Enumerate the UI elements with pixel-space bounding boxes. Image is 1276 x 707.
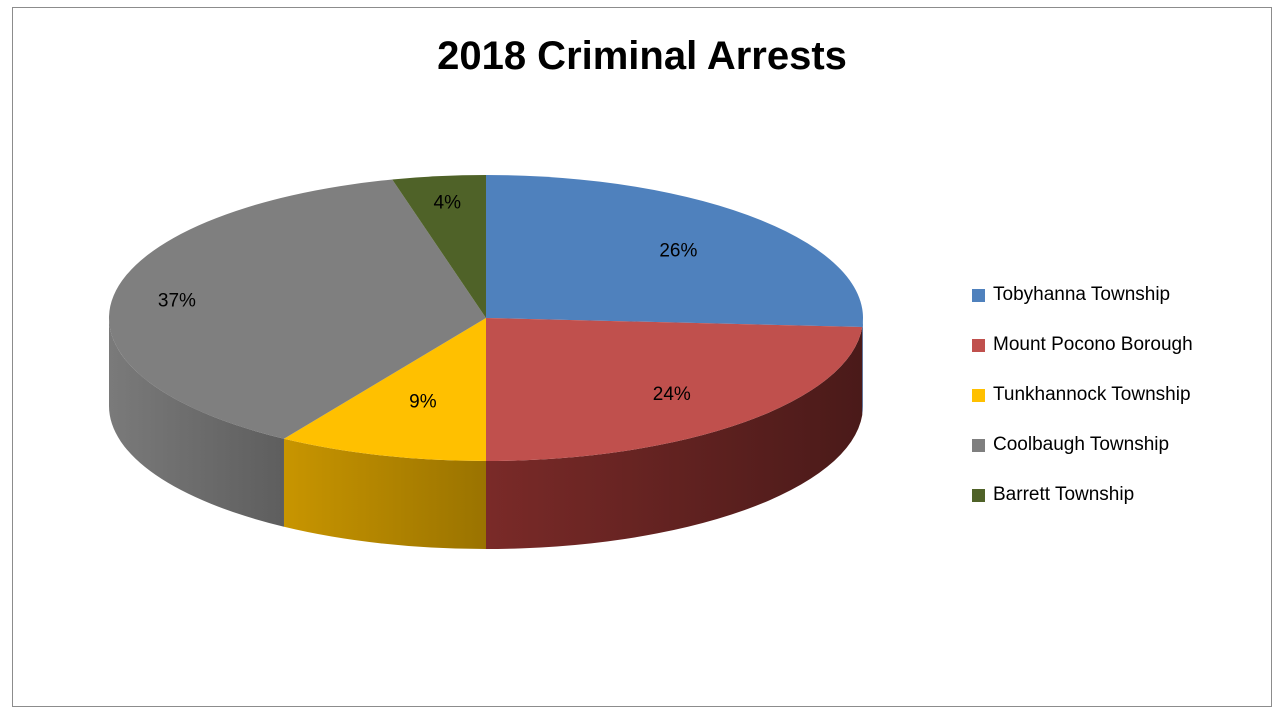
- pie-side-3: [109, 318, 284, 527]
- legend-label: Mount Pocono Borough: [993, 334, 1193, 355]
- legend-item-tobyhanna: Tobyhanna Township: [972, 283, 1272, 307]
- pie-slice-0: [486, 175, 864, 327]
- pie-data-label-3: 37%: [158, 290, 196, 311]
- pie-chart: 26% 24% 9% 37% 4%: [108, 175, 864, 549]
- pie-data-label-0: 26%: [659, 240, 697, 261]
- legend-label: Tunkhannock Township: [993, 384, 1191, 405]
- legend-item-tunkhannock: Tunkhannock Township: [972, 383, 1272, 407]
- pie-slice-4: [392, 175, 486, 318]
- legend-swatch: [972, 438, 985, 452]
- legend-label: Coolbaugh Township: [993, 434, 1170, 455]
- pie-side-2: [283, 438, 486, 549]
- legend-item-barrett: Barrett Township: [972, 483, 1272, 507]
- legend-swatch: [972, 488, 985, 502]
- pie-labels: 26% 24% 9% 37% 4%: [158, 193, 698, 413]
- legend-item-mount-pocono: Mount Pocono Borough: [972, 333, 1272, 357]
- legend-label: Barrett Township: [993, 484, 1135, 505]
- pie-data-label-1: 24%: [653, 384, 691, 405]
- pie-side-0: [862, 318, 863, 415]
- pie-data-label-2: 9%: [409, 391, 437, 412]
- legend-swatch: [972, 288, 985, 302]
- pie-slice-2: [283, 318, 486, 462]
- legend: Tobyhanna Township Mount Pocono Borough …: [972, 283, 1272, 533]
- legend-swatch: [972, 338, 985, 352]
- legend-item-coolbaugh: Coolbaugh Township: [972, 433, 1272, 457]
- pie-sides: [109, 318, 863, 549]
- pie-top: [108, 175, 864, 462]
- pie-side-1: [486, 326, 863, 549]
- pie-slice-1: [486, 318, 863, 461]
- pie-data-label-4: 4%: [434, 193, 462, 214]
- pie-slice-3: [108, 179, 487, 439]
- legend-swatch: [972, 388, 985, 402]
- chart-title: 2018 Criminal Arrests: [437, 34, 847, 78]
- legend-label: Tobyhanna Township: [993, 284, 1171, 305]
